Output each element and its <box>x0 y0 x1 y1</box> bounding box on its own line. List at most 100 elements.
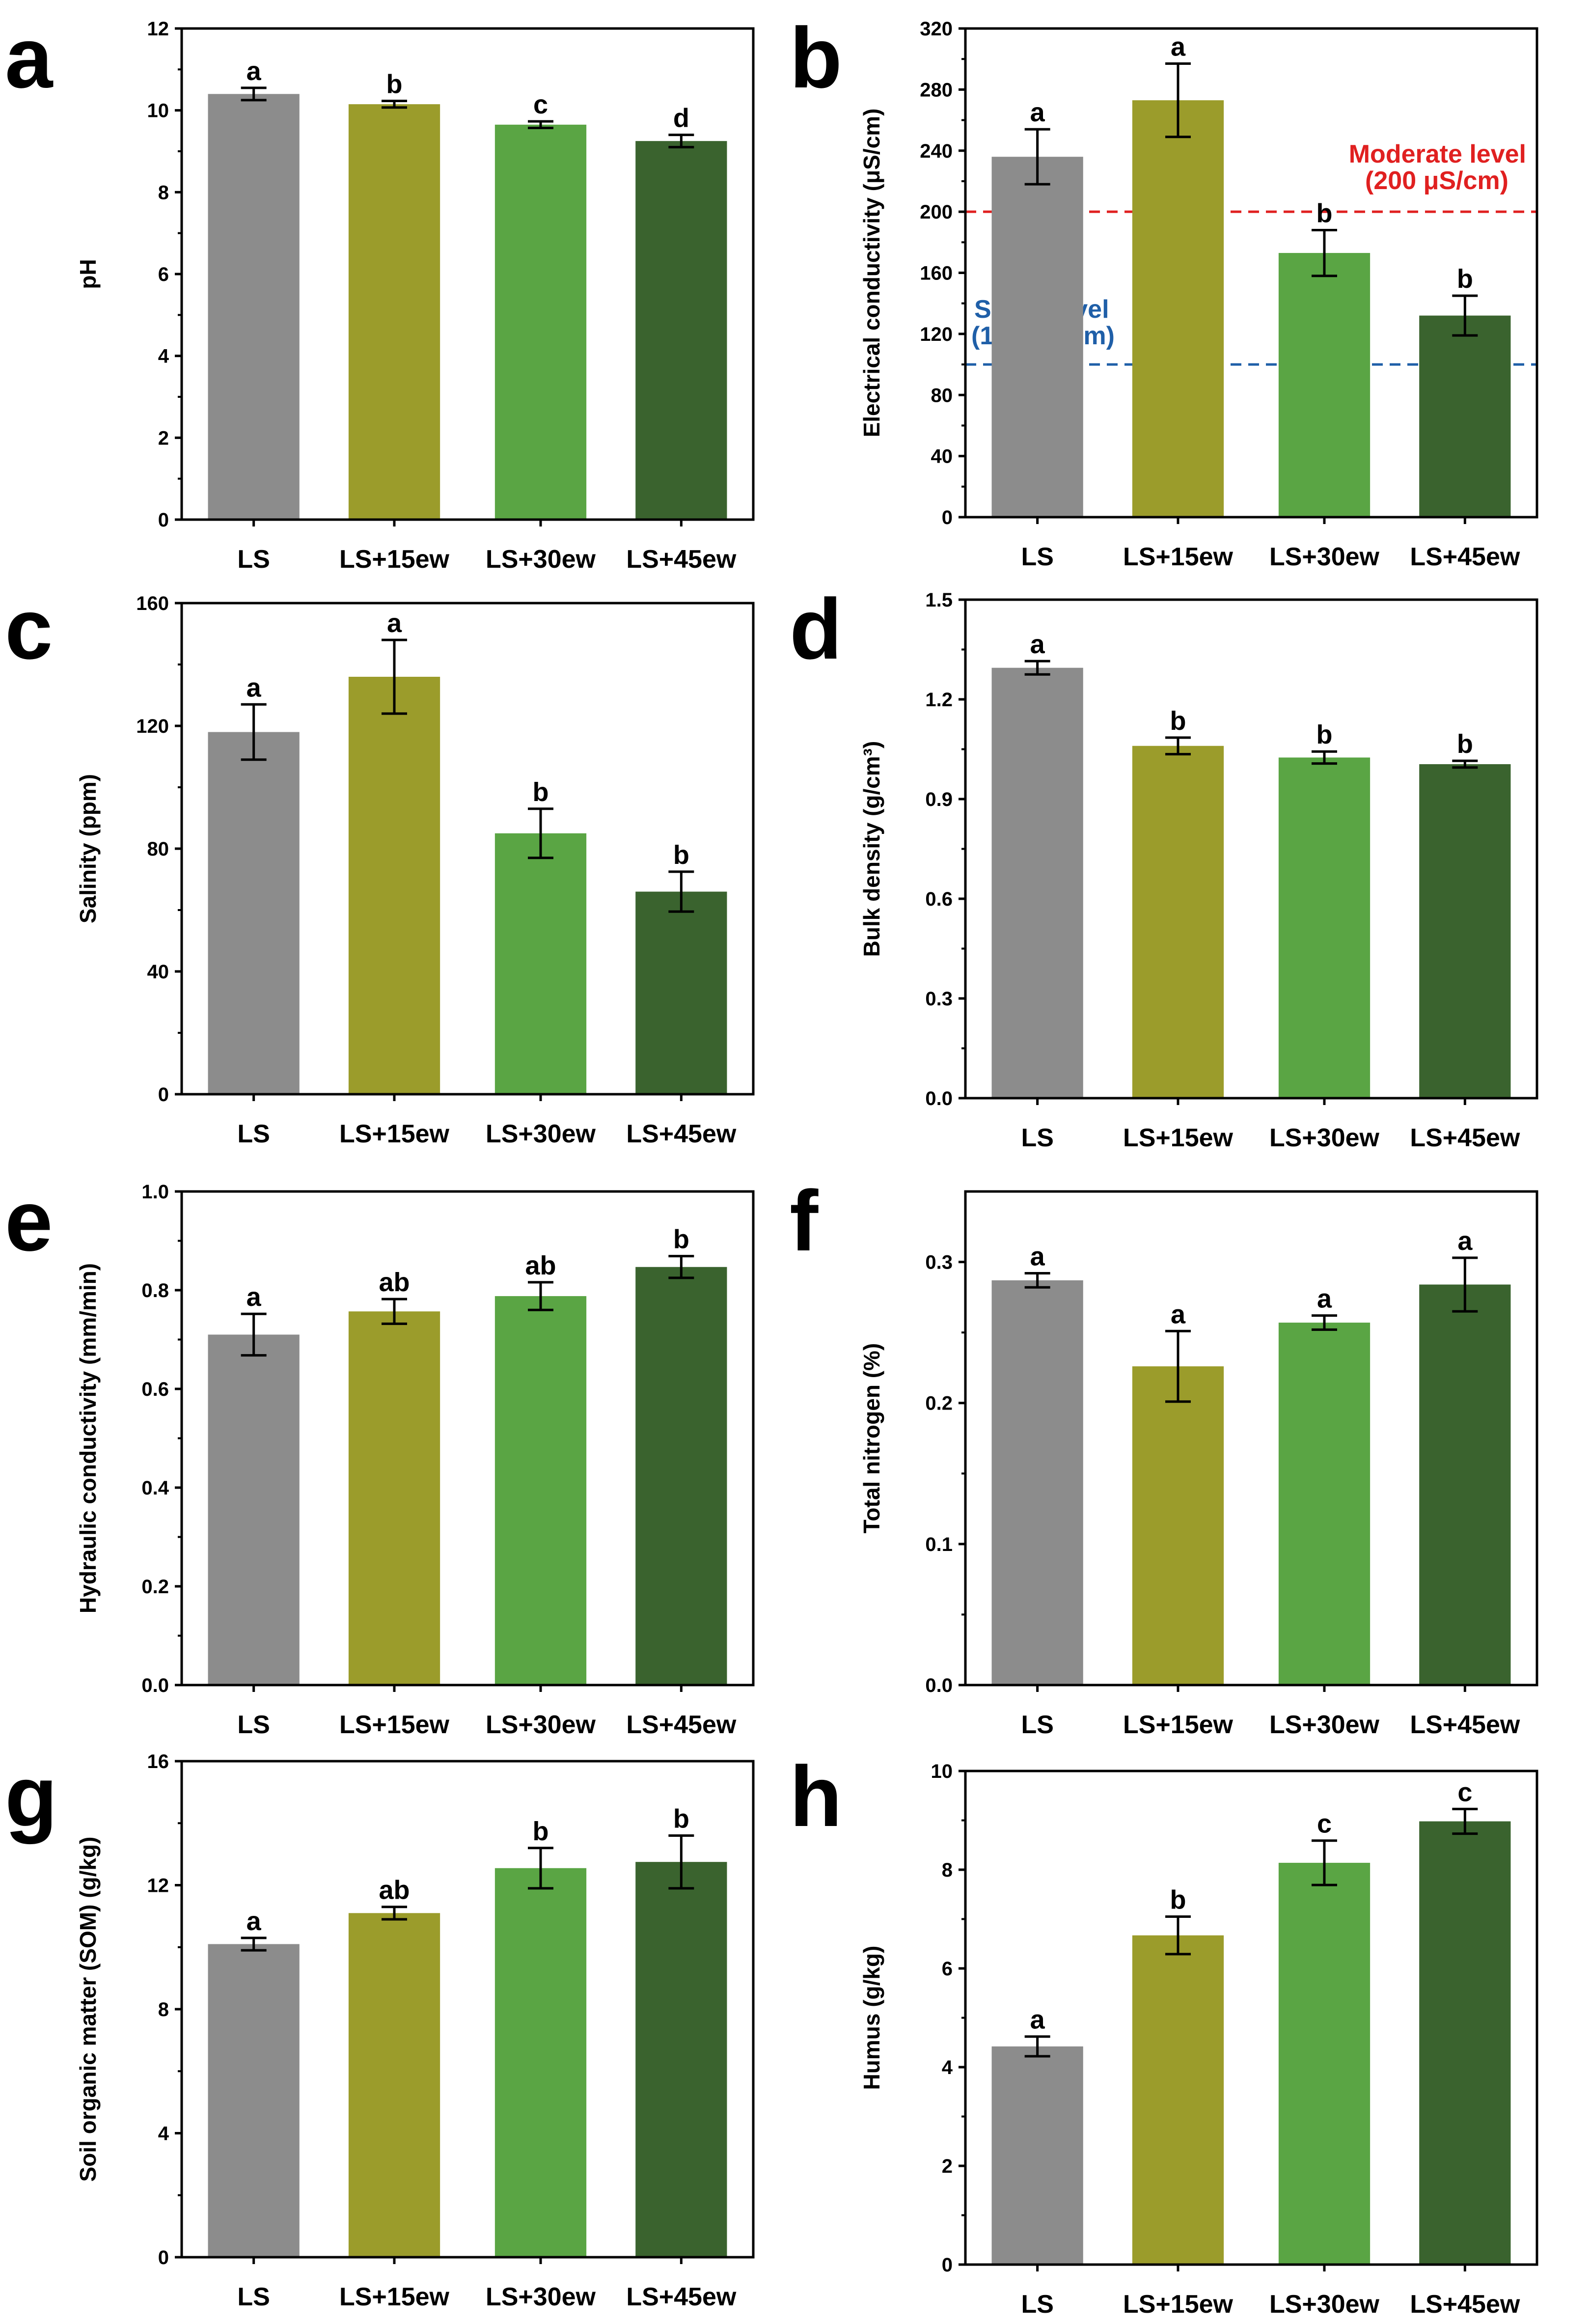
y-tick-label: 1.2 <box>925 689 953 711</box>
bar <box>208 732 300 1094</box>
y-tick-label: 0 <box>158 2247 169 2269</box>
bar <box>1419 315 1511 517</box>
bar <box>1132 1366 1224 1685</box>
significance-letter: b <box>1316 720 1332 749</box>
y-axis-label: Humus (g/kg) <box>859 1946 884 2090</box>
y-tick-label: 200 <box>920 201 953 223</box>
y-tick-label: 0.3 <box>925 988 953 1010</box>
x-tick-label: LS <box>1021 2290 1053 2319</box>
bar <box>348 104 440 520</box>
y-axis-label: Hydraulic conductivity (mm/min) <box>75 1263 101 1613</box>
x-tick-label: LS <box>237 545 270 574</box>
y-tick-label: 120 <box>136 716 169 737</box>
significance-letter: a <box>1317 1284 1332 1314</box>
x-tick-label: LS+45ew <box>1410 543 1520 571</box>
bar <box>991 1280 1083 1685</box>
bar <box>1278 1862 1371 2265</box>
bar <box>1132 1935 1224 2265</box>
bar <box>991 157 1083 517</box>
x-tick-label: LS+15ew <box>339 2283 450 2311</box>
y-tick-label: 40 <box>931 446 953 468</box>
bar <box>1132 746 1224 1098</box>
bar <box>494 124 587 520</box>
x-tick-label: LS+30ew <box>486 2283 596 2311</box>
panel-d: d a LS b LS+15ew b LS+30ew b LS+45ew 0.0 0.3 0.6 0.9… <box>790 581 1538 1152</box>
panel-letter: d <box>790 581 842 677</box>
x-tick-label: LS+30ew <box>1269 543 1380 571</box>
panel-letter: c <box>5 581 53 677</box>
y-tick-label: 0.1 <box>925 1534 953 1555</box>
bar <box>1419 1284 1511 1685</box>
y-tick-label: 8 <box>158 182 169 203</box>
y-tick-label: 320 <box>920 18 953 40</box>
bar <box>1132 100 1224 517</box>
x-tick-label: LS+45ew <box>1410 1124 1520 1152</box>
x-tick-label: LS <box>237 1711 270 1739</box>
y-tick-label: 240 <box>920 140 953 162</box>
bar <box>635 1267 727 1685</box>
significance-letter: b <box>1170 706 1186 736</box>
significance-letter: a <box>1171 1300 1186 1329</box>
significance-letter: b <box>532 1817 548 1846</box>
panel-letter: e <box>5 1173 53 1269</box>
x-tick-label: LS+15ew <box>1123 1124 1234 1152</box>
panel-e: e a LS ab LS+15ew ab LS+30ew b LS+45ew 0.0 0.2 0.4 0… <box>5 1173 755 1739</box>
significance-letter: a <box>1030 1242 1045 1272</box>
x-tick-label: LS+15ew <box>339 545 450 574</box>
y-tick-label: 2 <box>158 427 169 449</box>
panel-letter: b <box>790 10 842 106</box>
y-tick-label: 0.4 <box>141 1477 169 1499</box>
significance-letter: c <box>1457 1777 1472 1807</box>
reference-label: Moderate level <box>1349 140 1526 168</box>
y-tick-label: 0.0 <box>925 1675 953 1696</box>
panel-g: g a LS ab LS+15ew b LS+30ew b LS+45ew 0 4 8 12 16 Soil… <box>5 1749 755 2311</box>
y-tick-label: 160 <box>920 263 953 284</box>
bar <box>1278 1323 1371 1685</box>
significance-letter: ab <box>379 1876 410 1905</box>
x-tick-label: LS <box>1021 1124 1053 1152</box>
y-tick-label: 1.0 <box>141 1181 169 1203</box>
y-tick-label: 10 <box>147 100 169 122</box>
significance-letter: a <box>1171 32 1186 62</box>
y-tick-label: 0.3 <box>925 1252 953 1273</box>
y-tick-label: 4 <box>158 346 169 367</box>
bar <box>208 1334 300 1685</box>
significance-letter: d <box>673 104 689 133</box>
y-tick-label: 2 <box>942 2156 953 2177</box>
y-tick-label: 12 <box>147 18 169 40</box>
x-tick-label: LS+15ew <box>339 1120 450 1148</box>
x-tick-label: LS+30ew <box>1269 1124 1380 1152</box>
x-tick-label: LS <box>1021 543 1053 571</box>
significance-letter: ab <box>379 1268 410 1297</box>
significance-letter: b <box>1316 198 1332 228</box>
significance-letter: b <box>673 840 689 870</box>
significance-letter: b <box>1170 1885 1186 1914</box>
bar <box>991 2046 1083 2265</box>
significance-letter: c <box>533 90 548 119</box>
y-axis-label: Electrical conductivity (μS/cm) <box>859 109 884 438</box>
significance-letter: a <box>1030 2005 1045 2035</box>
y-tick-label: 40 <box>147 961 169 983</box>
y-axis-label: Salinity (ppm) <box>75 774 101 923</box>
y-tick-label: 0.0 <box>141 1675 169 1696</box>
y-tick-label: 280 <box>920 79 953 101</box>
y-tick-label: 0.0 <box>925 1088 953 1109</box>
y-tick-label: 8 <box>158 1999 169 2020</box>
y-tick-label: 0.6 <box>925 888 953 910</box>
significance-letter: b <box>1457 729 1473 759</box>
y-tick-label: 0 <box>158 509 169 531</box>
panel-h: h a LS b LS+15ew c LS+30ew c LS+45ew 0 2 4 6 8 10 Humus… <box>790 1749 1538 2319</box>
y-tick-label: 1.5 <box>925 589 953 611</box>
x-tick-label: LS+45ew <box>626 1711 737 1739</box>
y-tick-label: 0.2 <box>925 1393 953 1414</box>
x-tick-label: LS+45ew <box>626 545 737 574</box>
y-tick-label: 4 <box>942 2057 953 2078</box>
significance-letter: c <box>1317 1809 1332 1839</box>
bar <box>1419 1821 1511 2265</box>
y-tick-label: 0.9 <box>925 789 953 810</box>
axes-frame <box>964 1190 1538 1687</box>
x-tick-label: LS+30ew <box>1269 2290 1380 2319</box>
significance-letter: a <box>1030 98 1045 127</box>
